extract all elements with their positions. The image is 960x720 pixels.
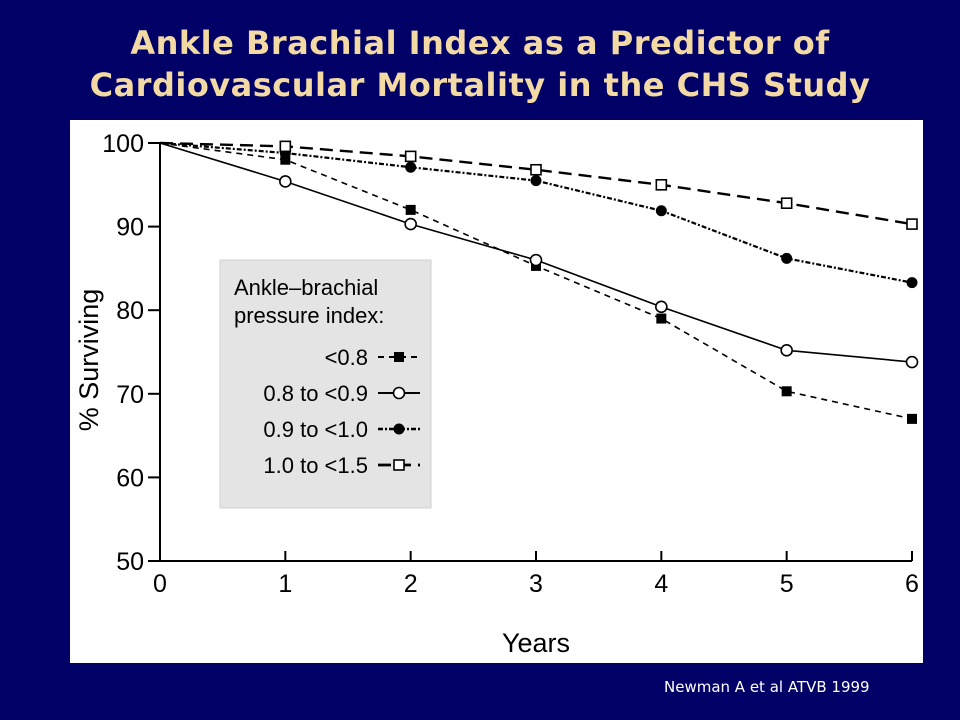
slide-title-line-2: Cardiovascular Mortality in the CHS Stud… — [89, 66, 871, 104]
data-point — [404, 150, 417, 163]
data-point — [530, 163, 542, 176]
legend-label-2: 0.9 to <1.0 — [263, 417, 368, 442]
x-tick-label-6: 6 — [905, 570, 919, 598]
legend-label-0: <0.8 — [325, 345, 368, 370]
data-point — [405, 204, 416, 215]
legend-title-line-2: pressure index: — [234, 303, 384, 328]
data-point — [530, 175, 542, 187]
data-point — [279, 140, 292, 153]
y-tick-label-100: 100 — [102, 130, 144, 158]
data-point — [780, 197, 793, 209]
data-point — [781, 252, 793, 264]
chart-panel: 50 60 70 80 90 100 0 1 2 3 4 5 6 Years % Surviving Ankl… — [70, 120, 923, 663]
data-point — [780, 344, 793, 357]
survival-chart: 50 60 70 80 90 100 0 1 2 3 4 5 6 Years % Surviving Ankl… — [74, 130, 919, 658]
x-tick-label-3: 3 — [529, 570, 543, 598]
data-point — [655, 178, 668, 191]
legend-title-line-1: Ankle–brachial — [234, 275, 378, 300]
legend-label-3: 1.0 to <1.5 — [263, 453, 368, 478]
slide-title: Ankle Brachial Index as a Predictor of C… — [0, 22, 960, 106]
data-point — [656, 313, 667, 324]
x-axis-label: Years — [502, 628, 570, 658]
y-tick-label-60: 60 — [116, 464, 144, 492]
y-tick-label-70: 70 — [116, 381, 144, 409]
y-tick-label-90: 90 — [116, 214, 144, 242]
data-point — [529, 253, 543, 267]
x-tick-label-0: 0 — [153, 570, 167, 598]
data-point — [907, 413, 917, 424]
x-tick-label-2: 2 — [404, 570, 418, 598]
data-point — [279, 175, 292, 188]
series-1 — [159, 142, 919, 369]
legend-marker-1 — [392, 386, 406, 400]
series-2 — [159, 141, 918, 289]
series-3 — [159, 140, 918, 230]
y-tick-label-80: 80 — [116, 297, 144, 325]
x-tick-label-4: 4 — [654, 570, 668, 598]
x-tick-label-5: 5 — [780, 570, 794, 598]
legend-marker-2 — [393, 423, 405, 435]
y-axis-label: % Surviving — [74, 289, 104, 432]
data-point — [404, 217, 417, 231]
data-point — [906, 277, 918, 289]
data-point — [905, 355, 919, 369]
data-point — [781, 386, 792, 397]
legend-marker-3 — [393, 459, 405, 471]
y-tick-label-50: 50 — [116, 548, 144, 576]
data-point — [655, 205, 667, 217]
data-point — [906, 218, 918, 230]
legend-label-1: 0.8 to <0.9 — [263, 381, 368, 406]
slide-title-line-1: Ankle Brachial Index as a Predictor of — [130, 24, 830, 62]
legend-marker-0 — [394, 352, 404, 362]
data-point — [655, 300, 668, 314]
data-point — [280, 154, 291, 165]
x-tick-label-1: 1 — [278, 570, 292, 598]
citation: Newman A et al ATVB 1999 — [664, 678, 870, 696]
legend: Ankle–brachial pressure index: <0.8 0.8 to … — [219, 259, 432, 509]
data-point — [405, 161, 417, 173]
